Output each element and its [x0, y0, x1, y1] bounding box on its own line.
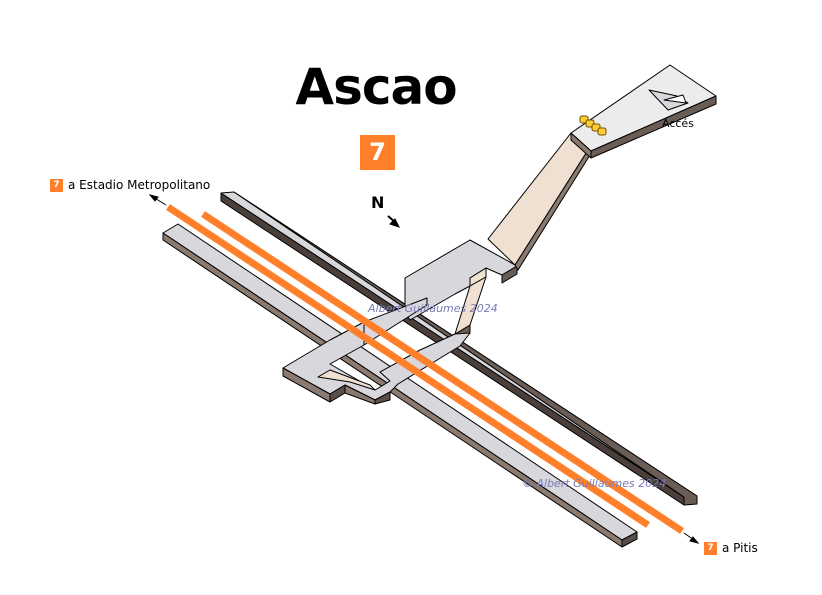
line-badge: 7 — [360, 135, 395, 170]
platform-upper — [220, 191, 698, 506]
access-building — [570, 64, 717, 159]
track-1 — [166, 204, 650, 528]
station-title: Ascao — [295, 58, 457, 116]
watermark: © Albert Guillaumes 2024 — [522, 477, 667, 490]
platform-lower — [162, 223, 638, 548]
direction-label: a Estadio Metropolitano — [68, 178, 211, 192]
direction-estadio-metropolitano: 7 a Estadio Metropolitano — [50, 178, 210, 192]
direction-label: a Pitis — [722, 541, 758, 555]
compass-label: N — [371, 193, 385, 212]
turnstile-gates — [579, 115, 607, 136]
watermark: Albert Guillaumes 2024 — [368, 302, 498, 315]
access-label: Accés — [662, 117, 694, 130]
north-arrow-icon — [387, 215, 400, 228]
track-lines — [166, 204, 684, 534]
line-badge-small: 7 — [50, 178, 63, 192]
access-stairs — [487, 132, 591, 271]
direction-pitis: 7 a Pitis — [704, 541, 758, 555]
line-badge-small: 7 — [704, 541, 717, 555]
track-2 — [201, 211, 684, 534]
direction-arrows — [148, 194, 700, 544]
